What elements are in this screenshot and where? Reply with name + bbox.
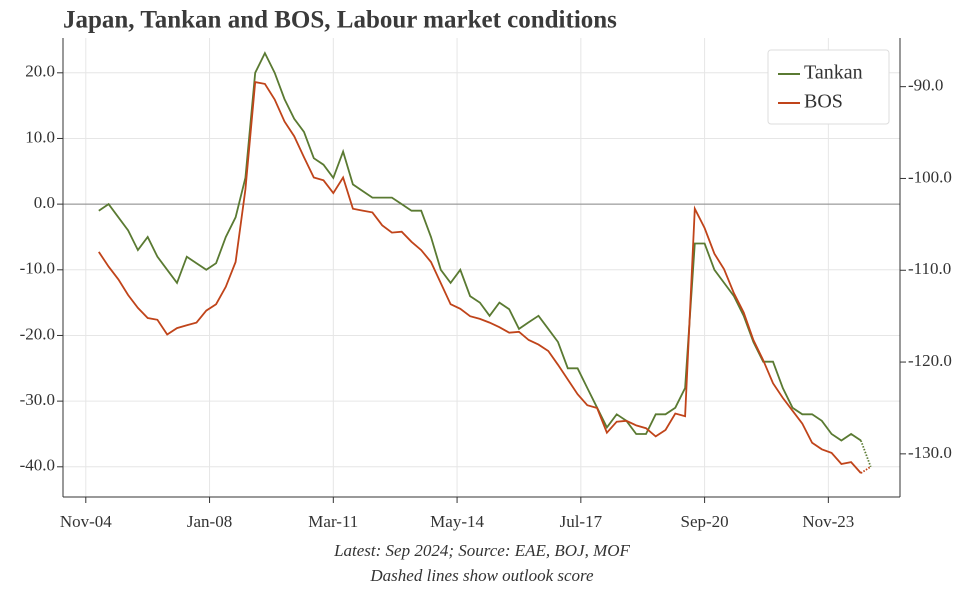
y-tick-label: -40.0: [20, 456, 55, 475]
y-tick-label: -10.0: [20, 259, 55, 278]
series-line: [98, 51, 862, 442]
x-tick-label: Nov-04: [60, 512, 112, 531]
x-tick-label: Jul-17: [560, 512, 603, 531]
y-tick-label: 10.0: [25, 127, 55, 146]
y2-tick-label: -100.0: [908, 167, 952, 186]
y2-tick-label: -90.0: [908, 76, 943, 95]
outlook-note: Dashed lines show outlook score: [369, 566, 594, 585]
legend-box: [767, 49, 890, 125]
y2-tick-label: -110.0: [908, 259, 951, 278]
chart-title: Japan, Tankan and BOS, Labour market con…: [63, 7, 617, 34]
outlook-line: [860, 440, 872, 468]
y2-tick-label: -130.0: [908, 443, 952, 462]
source-note: Latest: Sep 2024; Source: EAE, BOJ, MOF: [333, 541, 630, 560]
y-tick-label: 20.0: [25, 62, 55, 81]
legend-label: BOS: [804, 91, 843, 113]
outlook-line: [860, 465, 872, 474]
x-tick-label: Nov-23: [802, 512, 854, 531]
x-tick-label: Sep-20: [681, 512, 729, 531]
series-line: [98, 81, 862, 474]
y2-tick-label: -120.0: [908, 351, 952, 370]
legend-label: Tankan: [804, 62, 863, 84]
x-tick-label: May-14: [430, 512, 484, 531]
y-tick-label: -20.0: [20, 324, 55, 343]
x-tick-label: Jan-08: [187, 512, 232, 531]
y-tick-label: -30.0: [20, 390, 55, 409]
y-tick-label: 0.0: [34, 193, 55, 212]
x-tick-label: Mar-11: [308, 512, 358, 531]
